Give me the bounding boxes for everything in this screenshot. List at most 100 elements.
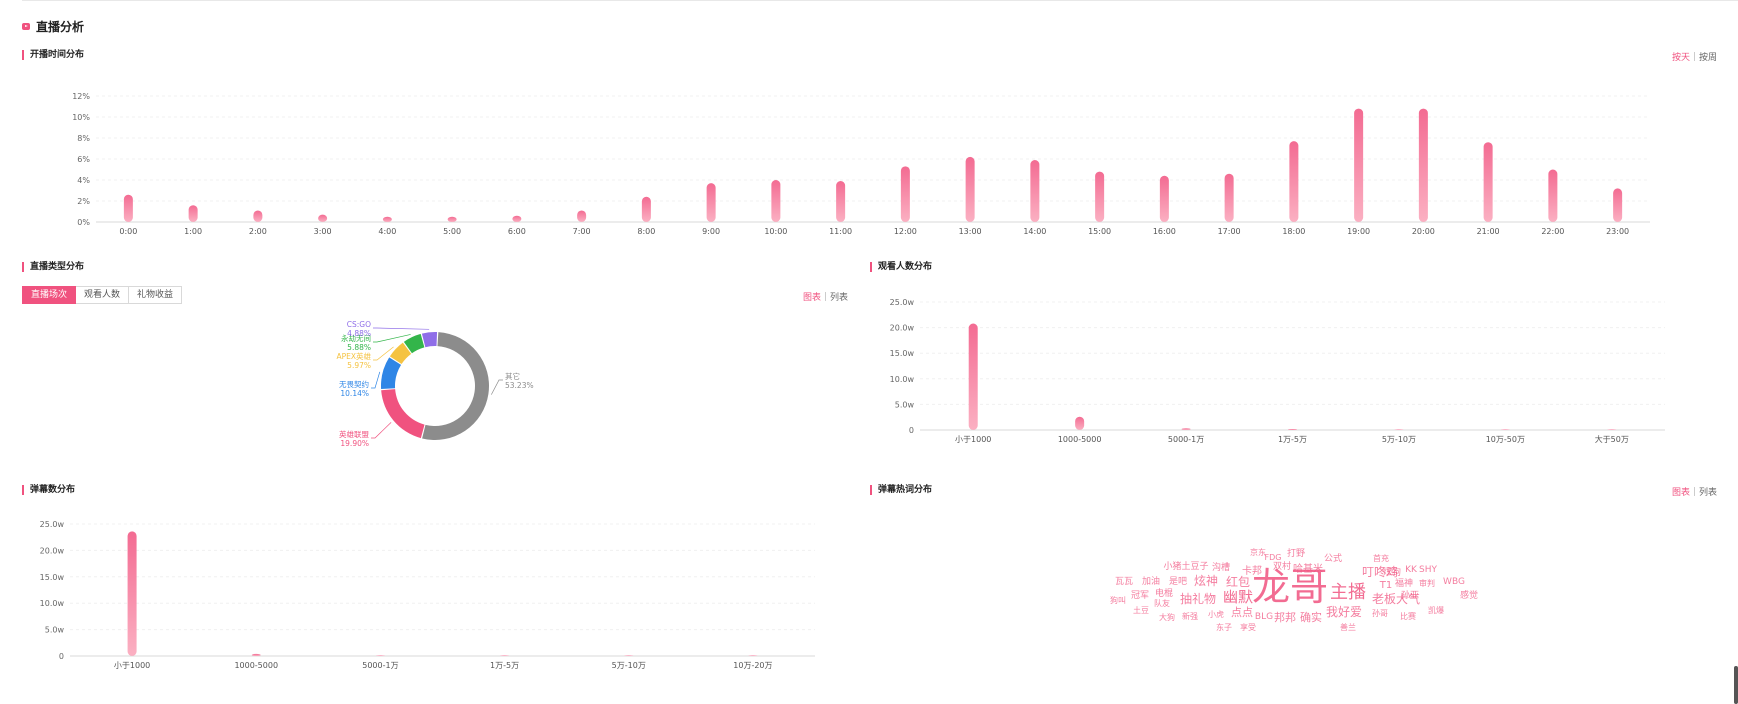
wordcloud-word[interactable]: T1 — [1379, 580, 1392, 591]
tab-viewers[interactable]: 观看人数 — [76, 286, 130, 304]
bar[interactable] — [1607, 429, 1617, 430]
bar[interactable] — [1483, 142, 1493, 222]
wordcloud-word[interactable]: 炫狗 — [1383, 566, 1401, 578]
bar[interactable] — [1075, 416, 1085, 430]
wordcloud-word[interactable]: 孙哥 — [1372, 608, 1388, 618]
wordcloud-word[interactable]: 瓦瓦 — [1115, 576, 1133, 587]
wordcloud-word[interactable]: 土豆 — [1133, 605, 1149, 615]
wordcloud-word[interactable]: 是吧 — [1169, 576, 1187, 587]
wordcloud-word[interactable]: 卡邦 — [1242, 564, 1262, 577]
bar[interactable] — [1030, 160, 1040, 222]
wordcloud-word[interactable]: 龙哥 — [1252, 565, 1328, 609]
bar[interactable] — [1613, 188, 1623, 222]
bar[interactable] — [500, 655, 510, 656]
bar[interactable] — [968, 323, 978, 430]
wordcloud-word[interactable]: 沟槽 — [1212, 561, 1230, 573]
bar[interactable] — [624, 655, 634, 656]
wordcloud-word[interactable]: 善兰 — [1340, 622, 1356, 632]
bar[interactable] — [1095, 171, 1105, 222]
wordcloud-word[interactable]: 我好爱 — [1326, 605, 1362, 619]
wordcloud-word[interactable]: 首充 — [1373, 553, 1389, 563]
donut-slice[interactable] — [381, 357, 402, 389]
scrollbar-thumb[interactable] — [1734, 666, 1738, 704]
bar[interactable] — [1159, 175, 1169, 222]
wordcloud-word[interactable]: 双村 — [1273, 560, 1291, 572]
bar[interactable] — [900, 166, 910, 222]
bar[interactable] — [123, 194, 133, 222]
wordcloud-word[interactable]: 炫神 — [1194, 573, 1218, 588]
bar[interactable] — [748, 655, 758, 656]
wordcloud-word[interactable]: 大狗 — [1159, 612, 1175, 622]
bar[interactable] — [127, 531, 137, 656]
bar[interactable] — [1418, 108, 1428, 222]
donut-slice[interactable] — [403, 333, 425, 354]
wordcloud-word[interactable]: 小猪土豆子 — [1163, 560, 1208, 572]
bar[interactable] — [318, 214, 328, 222]
toggle-by-day[interactable]: 按天 — [1672, 53, 1691, 63]
bar[interactable] — [1288, 428, 1297, 430]
bar[interactable] — [641, 196, 651, 222]
bar[interactable] — [1500, 429, 1510, 430]
bar[interactable] — [1224, 173, 1234, 222]
wordcloud-word[interactable]: 新强 — [1182, 611, 1198, 621]
toggle-by-week[interactable]: 按周 — [1699, 53, 1718, 63]
bar[interactable] — [1289, 141, 1299, 222]
donut-slice[interactable] — [389, 342, 412, 365]
wordcloud-word[interactable]: 狗叫 — [1110, 595, 1126, 605]
bar[interactable] — [965, 156, 975, 222]
tab-gift-revenue[interactable]: 礼物收益 — [129, 286, 183, 304]
wordcloud-word[interactable]: FDG — [1265, 553, 1282, 562]
bar[interactable] — [512, 215, 522, 222]
bar[interactable] — [1181, 428, 1191, 430]
wordcloud-word[interactable]: 审判 — [1419, 578, 1435, 588]
wordcloud-word[interactable]: 京东 — [1250, 547, 1266, 557]
toggle-list[interactable]: 列表 — [830, 293, 849, 303]
bar[interactable] — [706, 183, 716, 222]
wordcloud-word[interactable]: 红包 — [1226, 574, 1250, 589]
wordcloud-word[interactable]: 主播 — [1330, 582, 1366, 603]
bar[interactable] — [251, 653, 261, 656]
toggle-chart[interactable]: 图表 — [803, 293, 822, 303]
wordcloud-word[interactable]: 确实 — [1300, 610, 1322, 624]
wordcloud-word[interactable]: 比赛 — [1400, 611, 1416, 621]
wordcloud-word[interactable]: 哈基米 — [1293, 562, 1323, 575]
wordcloud-word[interactable]: 老板大气 — [1372, 591, 1420, 606]
wordcloud-word[interactable]: 感觉 — [1460, 589, 1478, 601]
donut-slice[interactable] — [421, 332, 438, 348]
bar[interactable] — [1394, 429, 1404, 430]
bar[interactable] — [447, 216, 457, 222]
wordcloud-word[interactable]: 邦邦 — [1274, 611, 1296, 624]
toggle-list[interactable]: 列表 — [1699, 488, 1718, 498]
donut-slice[interactable] — [422, 332, 489, 440]
wordcloud-word[interactable]: WBG — [1443, 577, 1465, 587]
bar[interactable] — [771, 180, 781, 222]
wordcloud-word[interactable]: 抽礼物 — [1180, 591, 1216, 606]
bar[interactable] — [375, 655, 385, 656]
wordcloud-word[interactable]: 加油 — [1142, 575, 1160, 587]
wordcloud-word[interactable]: 公式 — [1324, 552, 1342, 564]
wordcloud-word[interactable]: 凯爆 — [1428, 605, 1444, 615]
wordcloud-word[interactable]: 点点 — [1231, 606, 1253, 619]
bar[interactable] — [382, 216, 392, 222]
wordcloud-word[interactable]: 电棍 — [1155, 587, 1173, 599]
wordcloud-word[interactable]: 队友 — [1154, 598, 1170, 608]
wordcloud-word[interactable]: SHY — [1419, 565, 1437, 575]
wordcloud-word[interactable]: 打野 — [1287, 547, 1305, 559]
wordcloud-word[interactable]: 小虎 — [1208, 609, 1224, 619]
wordcloud-word[interactable]: 东子 — [1216, 622, 1232, 632]
wordcloud-word[interactable]: BLG — [1255, 612, 1273, 622]
bar[interactable] — [1548, 169, 1558, 223]
bar[interactable] — [188, 205, 198, 222]
wordcloud-word[interactable]: 叮咚鸡 — [1362, 564, 1398, 579]
tab-live-sessions[interactable]: 直播场次 — [22, 286, 77, 304]
bar[interactable] — [577, 210, 587, 222]
wordcloud-word[interactable]: 冠军 — [1131, 590, 1149, 601]
wordcloud-word[interactable]: 福神 — [1395, 577, 1413, 589]
donut-slice[interactable] — [381, 389, 425, 439]
wordcloud-word[interactable]: 享受 — [1240, 622, 1256, 632]
wordcloud-word[interactable]: 幽默 — [1223, 588, 1253, 606]
bar[interactable] — [836, 181, 846, 222]
toggle-chart[interactable]: 图表 — [1672, 488, 1691, 498]
bar[interactable] — [1354, 108, 1364, 222]
bar[interactable] — [253, 210, 263, 222]
